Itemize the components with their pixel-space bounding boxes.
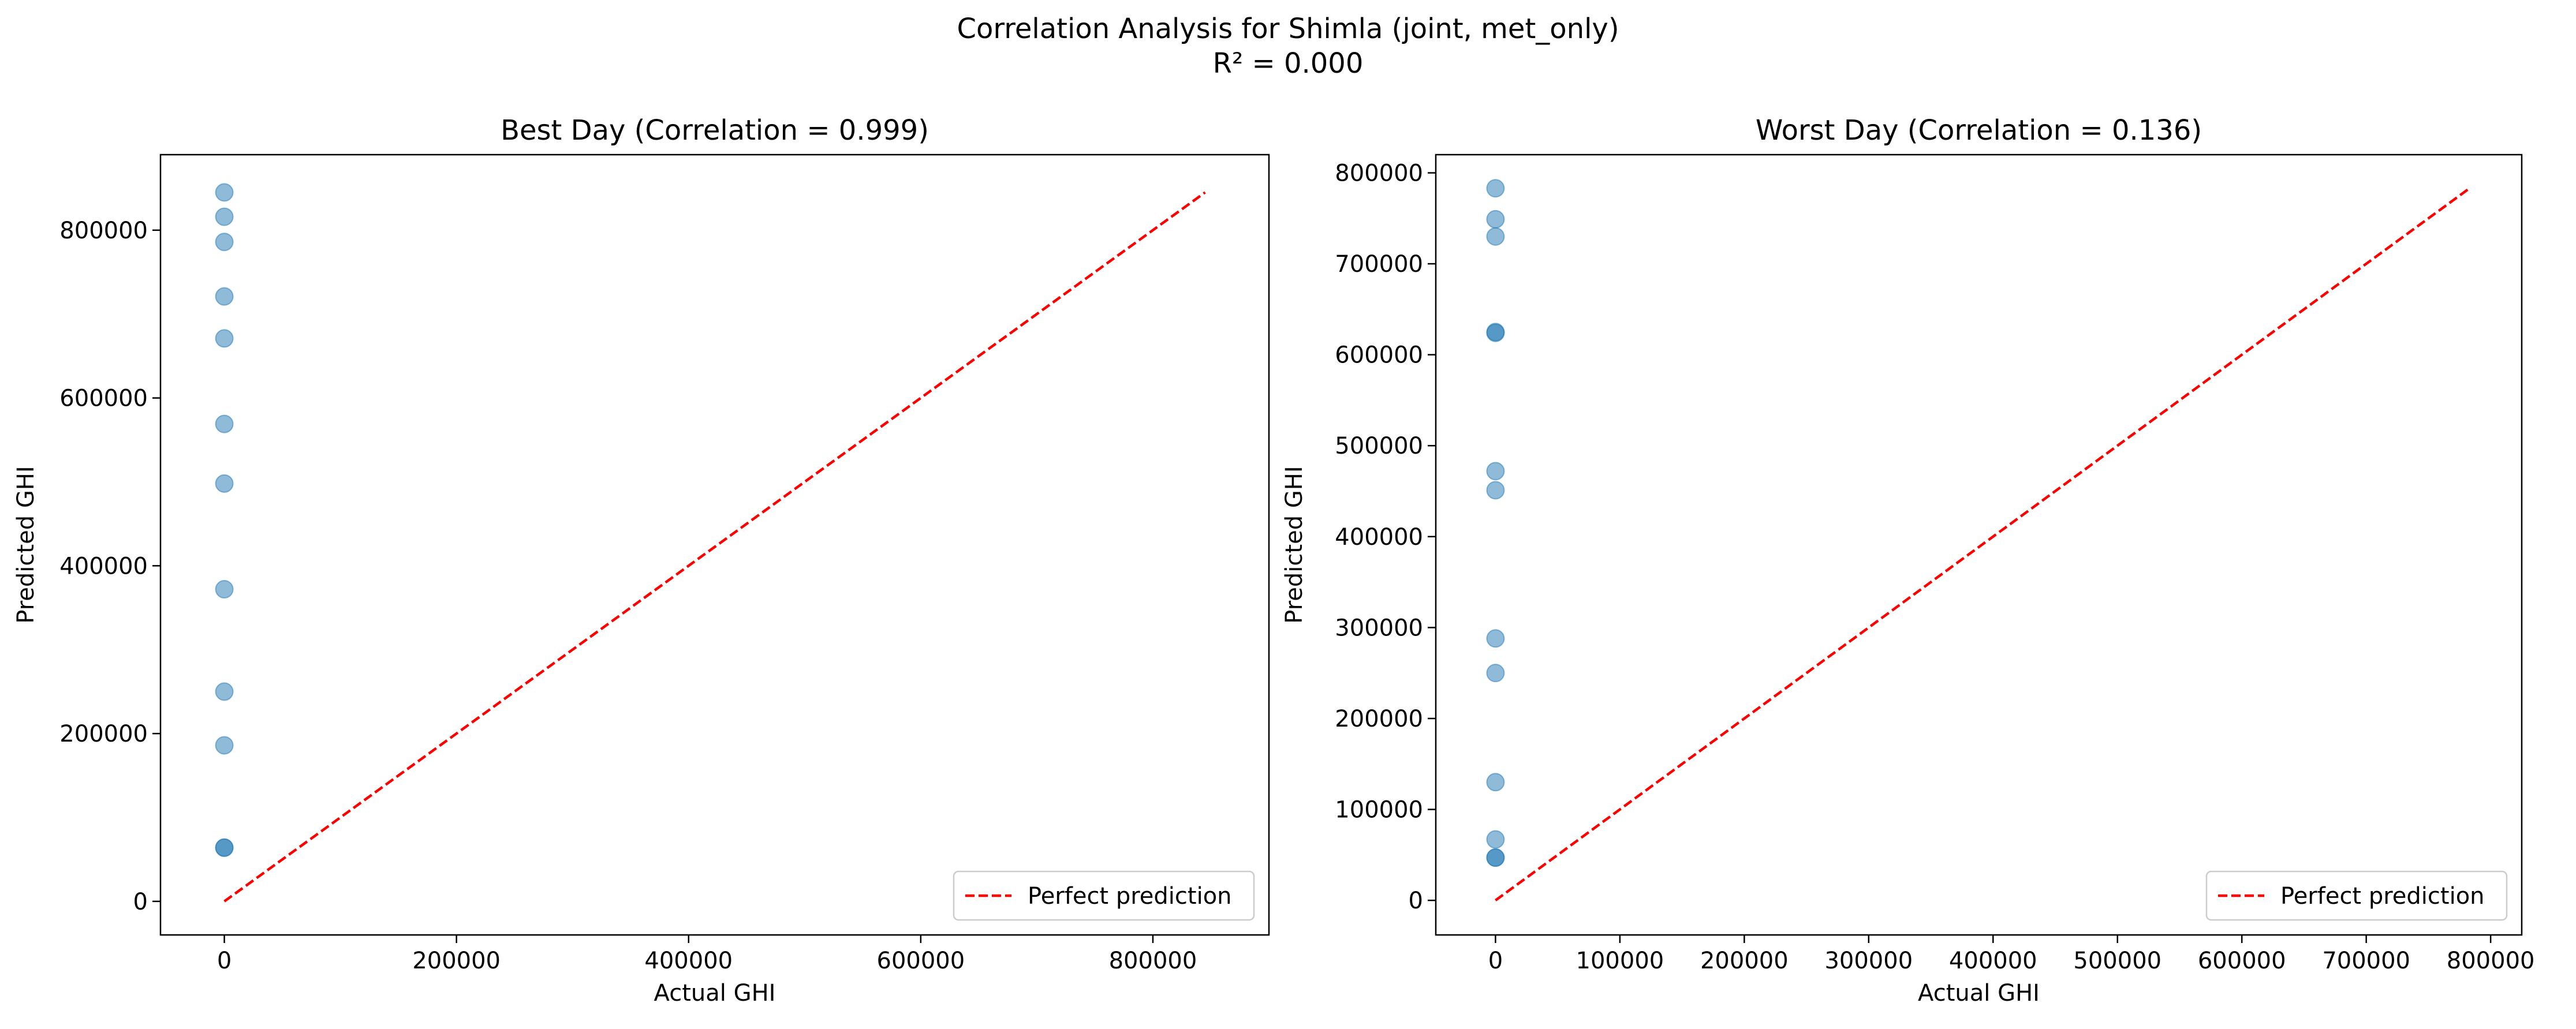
scatter-point <box>215 736 234 755</box>
legend-label: Perfect prediction <box>2280 883 2485 910</box>
scatter-point <box>215 580 234 599</box>
x-tick-label: 200000 <box>1700 948 1789 974</box>
x-tick-label: 800000 <box>2447 948 2535 974</box>
subplot-title: Worst Day (Correlation = 0.136) <box>1756 114 2202 147</box>
scatter-point <box>1486 227 1505 246</box>
scatter-point <box>215 682 234 701</box>
y-tick-label: 400000 <box>59 553 148 579</box>
figure-title: Correlation Analysis for Shimla (joint, … <box>957 13 1619 45</box>
axes-frame <box>1435 154 2523 936</box>
y-tick-label: 200000 <box>1335 706 1423 732</box>
x-tick-label: 0 <box>217 948 232 974</box>
x-tick-label: 400000 <box>1949 948 2037 974</box>
x-tick-label: 400000 <box>644 948 733 974</box>
x-tick-label: 700000 <box>2322 948 2410 974</box>
scatter-point <box>215 233 234 252</box>
scatter-point <box>1486 323 1505 342</box>
legend-label: Perfect prediction <box>1028 883 1232 910</box>
axes-frame <box>159 154 1270 936</box>
scatter-point <box>215 474 234 493</box>
x-axis-label: Actual GHI <box>1918 980 2040 1006</box>
x-tick-label: 500000 <box>2073 948 2161 974</box>
x-tick-label: 800000 <box>1109 948 1197 974</box>
legend-box <box>953 870 1255 921</box>
legend: Perfect prediction <box>2205 870 2508 921</box>
scatter-point <box>1486 209 1505 229</box>
y-tick-label: 600000 <box>1335 342 1423 369</box>
x-tick-label: 200000 <box>412 948 501 974</box>
scatter-series <box>1486 179 1505 867</box>
y-tick-label: 400000 <box>1335 524 1423 551</box>
scatter-point <box>1486 179 1505 198</box>
scatter-point <box>1486 773 1505 792</box>
subplot-worst-day: Worst Day (Correlation = 0.136) Actual GH… <box>1281 114 2534 1006</box>
scatter-point <box>215 183 234 202</box>
figure-subtitle: R² = 0.000 <box>1213 47 1364 80</box>
subplot-best-day: Best Day (Correlation = 0.999) Actual GHI… <box>13 114 1270 1006</box>
legend-box <box>2205 870 2508 921</box>
scatter-point <box>1486 664 1505 683</box>
y-tick-label: 200000 <box>59 721 148 747</box>
y-tick-label: 100000 <box>1335 797 1423 824</box>
legend: Perfect prediction <box>953 870 1255 921</box>
scatter-point <box>215 207 234 226</box>
x-tick-label: 0 <box>1488 948 1503 974</box>
y-tick-label: 600000 <box>59 386 148 412</box>
scatter-point <box>215 329 234 348</box>
y-axis-label: Predicted GHI <box>13 466 39 623</box>
x-tick-label: 600000 <box>2198 948 2286 974</box>
perfect-prediction-line <box>1495 187 2470 901</box>
x-tick-label: 600000 <box>877 948 965 974</box>
scatter-point <box>215 414 234 433</box>
y-tick-label: 700000 <box>1335 251 1423 278</box>
scatter-point <box>1486 481 1505 500</box>
scatter-point <box>1486 462 1505 481</box>
scatter-point <box>1486 848 1505 867</box>
y-tick-label: 0 <box>133 889 148 915</box>
perfect-prediction-line <box>223 191 1206 903</box>
subplot-title: Best Day (Correlation = 0.999) <box>501 114 929 147</box>
y-axis-label: Predicted GHI <box>1281 466 1308 623</box>
y-tick-label: 300000 <box>1335 615 1423 641</box>
scatter-series <box>215 183 234 857</box>
y-tick-label: 0 <box>1409 888 1423 914</box>
y-tick-label: 500000 <box>1335 433 1423 459</box>
scatter-point <box>215 838 234 857</box>
y-tick-label: 800000 <box>1335 160 1423 187</box>
y-tick-label: 800000 <box>59 218 148 244</box>
scatter-point <box>1486 830 1505 849</box>
scatter-point <box>215 287 234 306</box>
x-axis-label: Actual GHI <box>654 980 776 1006</box>
x-tick-label: 300000 <box>1824 948 1913 974</box>
scatter-point <box>1486 629 1505 648</box>
x-tick-label: 100000 <box>1576 948 1664 974</box>
